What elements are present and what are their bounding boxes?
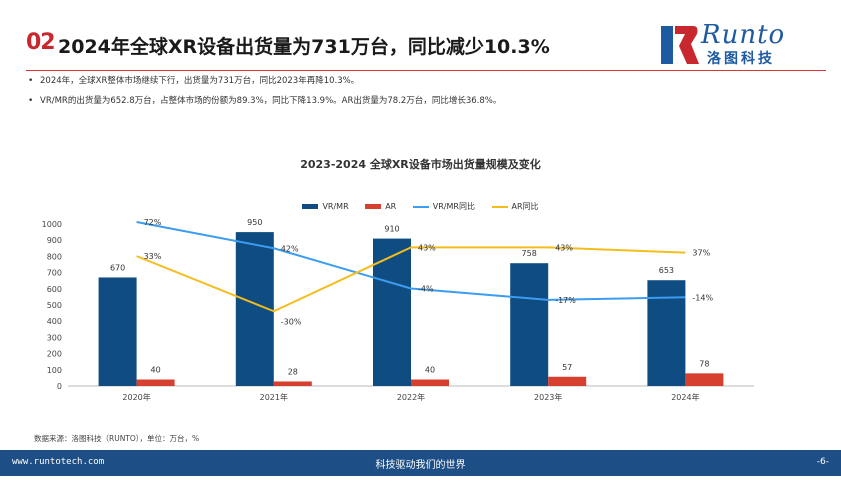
slide-header: 02 2024年全球XR设备出货量为731万台，同比减少10.3% Runto … (0, 0, 841, 71)
legend-swatch (365, 204, 382, 209)
data-label-vrmr: 950 (247, 218, 262, 227)
data-label-ar-yoy: 43% (555, 243, 573, 252)
y-tick-label: 700 (47, 269, 62, 278)
legend-label: VR/MR同比 (432, 202, 475, 211)
y-tick-label: 400 (47, 317, 62, 326)
data-label-vrmr-yoy: 72% (144, 218, 162, 227)
data-label-vrmr-yoy: -17% (555, 296, 576, 305)
y-tick-label: 0 (57, 382, 62, 391)
y-tick-label: 1000 (42, 220, 62, 229)
data-label-ar-yoy: 43% (418, 243, 436, 252)
bullet-item: 2024年，全球XR整体市场继续下行，出货量为731万台，同比2023年再降10… (26, 74, 816, 88)
data-label-ar: 57 (562, 363, 572, 372)
slide-footer: www.runtotech.com 科技驱动我们的世界 -6- (0, 450, 841, 476)
bar-ar (136, 379, 175, 386)
footer-slogan: 科技驱动我们的世界 (375, 460, 466, 471)
logo-mark-icon (661, 26, 699, 64)
data-label-vrmr-yoy: -4% (418, 285, 434, 294)
legend-item-ar-yoy: AR同比 (491, 201, 539, 212)
y-tick-label: 500 (47, 301, 62, 310)
data-label-vrmr-yoy: 42% (281, 244, 299, 253)
y-tick-label: 300 (47, 333, 62, 342)
runto-logo: Runto 洛图科技 (655, 20, 825, 70)
data-label-ar-yoy: 33% (144, 252, 162, 261)
x-tick-label: 2022年 (397, 392, 425, 402)
y-tick-label: 200 (47, 350, 62, 359)
bar-ar (411, 379, 449, 386)
data-label-ar: 78 (699, 359, 709, 368)
bar-ar (273, 381, 312, 386)
legend-item-vrmr-yoy: VR/MR同比 (412, 201, 475, 212)
xr-shipment-chart: 0 100 200 300 400 500 600 700 800 900 1000 670 40 202… (42, 218, 754, 402)
y-tick-label: 100 (47, 366, 62, 375)
data-label-vrmr: 653 (659, 266, 674, 275)
data-label-ar: 28 (288, 367, 298, 376)
chart-legend: VR/MR AR VR/MR同比 AR同比 (0, 201, 841, 212)
logo-text: Runto (701, 20, 786, 50)
page-number: -6- (816, 457, 829, 467)
x-tick-label: 2023年 (534, 392, 562, 402)
slide-title: 2024年全球XR设备出货量为731万台，同比减少10.3% (58, 36, 550, 58)
line-ar-yoy (136, 246, 686, 313)
data-label-ar: 40 (425, 366, 435, 375)
legend-label: AR同比 (511, 202, 539, 211)
y-tick-label: 900 (47, 236, 62, 245)
bar-vrmr (98, 277, 137, 386)
legend-swatch (491, 205, 508, 208)
bar-vrmr (373, 238, 411, 386)
data-label-ar-yoy: -30% (281, 317, 302, 326)
slide-number: 02 (26, 30, 56, 55)
bar-vrmr (510, 263, 549, 386)
legend-label: AR (385, 202, 397, 211)
data-label-ar: 40 (151, 366, 161, 375)
legend-swatch (302, 204, 319, 209)
bar-ar (685, 373, 724, 386)
y-tick-label: 800 (47, 252, 62, 261)
bar-vrmr (647, 280, 686, 386)
data-source-note: 数据来源：洛图科技（RUNTO），单位：万台，% (34, 434, 200, 443)
bullet-item: VR/MR的出货量为652.8万台，占整体市场的份额为89.3%，同比下降13.… (26, 94, 816, 108)
y-tick-label: 600 (47, 285, 62, 294)
bar-ar (548, 376, 587, 386)
header-divider (26, 70, 826, 71)
data-label-vrmr-yoy: -14% (692, 293, 713, 302)
line-vrmr-yoy (136, 221, 686, 301)
logo-cn-text: 洛图科技 (707, 51, 775, 67)
x-tick-label: 2024年 (671, 392, 699, 402)
legend-item-vrmr: VR/MR (302, 202, 349, 211)
data-label-ar-yoy: 37% (692, 249, 710, 258)
x-tick-label: 2020年 (122, 392, 150, 402)
x-tick-label: 2021年 (260, 392, 288, 402)
legend-label: VR/MR (322, 202, 349, 211)
data-label-vrmr: 670 (110, 263, 125, 272)
data-label-vrmr: 758 (522, 249, 537, 258)
legend-item-ar: AR (365, 202, 396, 211)
data-label-vrmr: 910 (384, 225, 399, 234)
footer-url[interactable]: www.runtotech.com (12, 457, 105, 467)
chart-title: 2023-2024 全球XR设备市场出货量规模及变化 (300, 158, 541, 171)
legend-swatch (412, 205, 429, 208)
summary-bullets: 2024年，全球XR整体市场继续下行，出货量为731万台，同比2023年再降10… (26, 74, 816, 114)
